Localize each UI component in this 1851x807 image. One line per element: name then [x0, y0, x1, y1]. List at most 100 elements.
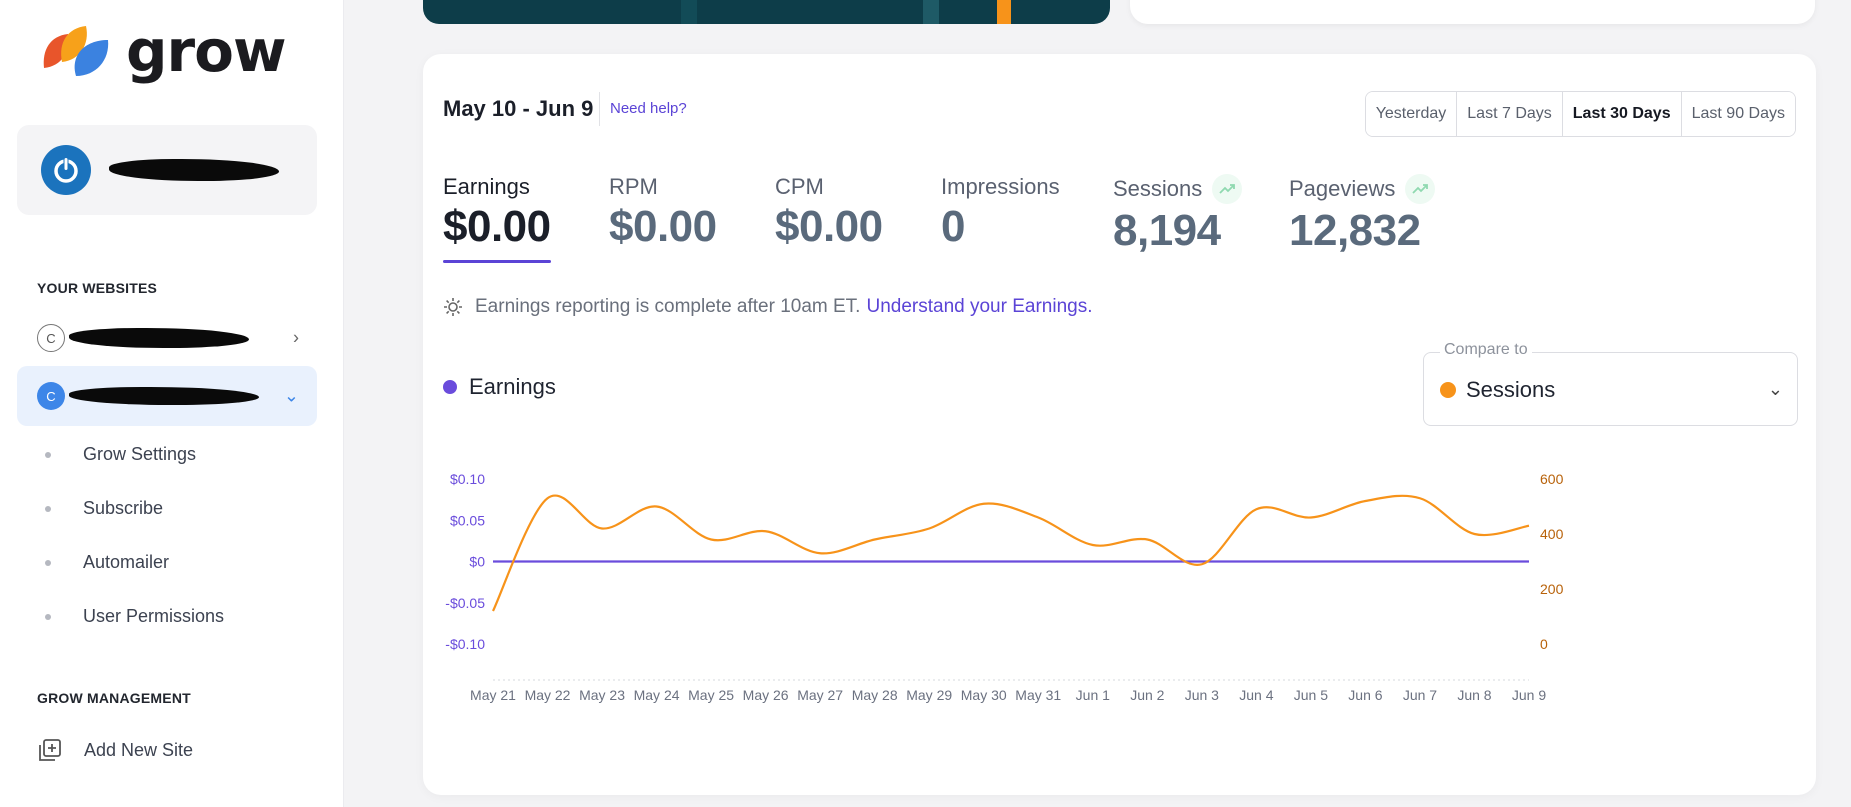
x-axis-tick: Jun 2	[1130, 687, 1164, 703]
x-axis-tick: Jun 7	[1403, 687, 1437, 703]
metric-value: 0	[941, 202, 965, 251]
top-card	[1130, 0, 1815, 24]
compare-to-select[interactable]: Compare to Sessions ⌄	[1423, 341, 1798, 426]
sessions-swatch	[1440, 382, 1456, 398]
account-switcher[interactable]	[17, 125, 317, 215]
bullet-icon	[45, 613, 51, 620]
grow-leaf-icon	[43, 26, 109, 76]
grow-logo[interactable]: grow	[40, 17, 287, 85]
x-axis-tick: May 24	[634, 687, 680, 703]
x-axis-tick: Jun 9	[1512, 687, 1546, 703]
left-axis-tick: -$0.10	[445, 636, 485, 652]
metric-value: $0.00	[609, 202, 717, 251]
metric-label: Impressions	[941, 174, 1060, 199]
right-axis-tick: 600	[1540, 474, 1564, 487]
x-axis-tick: May 22	[525, 687, 571, 703]
legend-label: Earnings	[469, 374, 556, 399]
x-axis-tick: Jun 3	[1185, 687, 1219, 703]
x-axis-tick: May 29	[906, 687, 952, 703]
site-name-redacted	[69, 387, 259, 405]
your-websites-heading: YOUR WEBSITES	[37, 280, 158, 296]
metric-value: $0.00	[775, 202, 883, 251]
right-axis-tick: 400	[1540, 526, 1564, 542]
account-name-redacted	[109, 159, 279, 181]
understand-earnings-link[interactable]: Understand your Earnings.	[866, 296, 1093, 317]
x-axis-tick: May 25	[688, 687, 734, 703]
sidebar-item-subscribe[interactable]: Subscribe	[45, 498, 163, 519]
earnings-note: Earnings reporting is complete after 10a…	[443, 296, 1092, 318]
bullet-icon	[45, 505, 51, 512]
right-axis-tick: 200	[1540, 581, 1564, 597]
metric-label-row: Sessions	[1113, 174, 1243, 204]
brand-name: grow	[126, 17, 287, 85]
sidebar-item-grow-settings[interactable]: Grow Settings	[45, 444, 196, 465]
trending-up-icon	[1405, 174, 1436, 204]
range-last-30-days-button[interactable]: Last 30 Days	[1562, 92, 1682, 136]
metric-value: 8,194	[1113, 206, 1221, 255]
chevron-down-icon: ⌄	[283, 385, 299, 406]
chevron-right-icon: ›	[293, 327, 299, 348]
metric-label-row: Pageviews	[1289, 174, 1436, 204]
sidebar-item-label: User Permissions	[83, 606, 225, 626]
date-range-selector: Yesterday Last 7 Days Last 30 Days Last …	[1364, 91, 1796, 137]
bullet-icon	[45, 451, 51, 458]
x-axis-tick: May 23	[579, 687, 625, 703]
left-axis-tick: $0.10	[450, 474, 485, 487]
metric-sessions[interactable]: Sessions 8,194	[1113, 174, 1243, 256]
sidebar-item-automailer[interactable]: Automailer	[45, 552, 169, 573]
left-axis-tick: $0	[469, 554, 485, 570]
metric-rpm[interactable]: RPM $0.00	[609, 174, 717, 252]
metric-value: $0.00	[443, 202, 551, 251]
left-axis-tick: $0.05	[450, 512, 485, 528]
earnings-sessions-chart: $0.10 $0.05 $0 -$0.05 -$0.10 600 400 200 0 May 21…	[445, 474, 1564, 703]
sidebar-item-label: Grow Settings	[83, 444, 197, 464]
x-axis-tick: May 30	[961, 687, 1007, 703]
compare-to-label: Compare to	[1440, 341, 1532, 359]
trending-up-icon	[1212, 174, 1243, 204]
x-axis-tick: May 31	[1015, 687, 1061, 703]
legend-swatch	[443, 380, 457, 394]
compare-value-label: Sessions	[1466, 377, 1556, 402]
x-axis-tick: Jun 6	[1348, 687, 1382, 703]
metric-label: CPM	[775, 174, 824, 199]
bullet-icon	[45, 559, 51, 566]
metric-impressions[interactable]: Impressions 0	[941, 174, 1060, 252]
metric-value: 12,832	[1289, 206, 1421, 255]
sidebar: grow YOUR WEBSITES C › C ⌄ Grow Settings…	[0, 0, 344, 807]
metric-cpm[interactable]: CPM $0.00	[775, 174, 883, 252]
grow-management-heading: GROW MANAGEMENT	[37, 690, 191, 706]
chevron-down-icon: ⌄	[1767, 379, 1783, 399]
need-help-link[interactable]: Need help?	[610, 100, 687, 117]
add-new-site-label: Add New Site	[84, 739, 194, 760]
metric-earnings[interactable]: Earnings $0.00	[443, 174, 551, 263]
promo-banner[interactable]	[423, 0, 1110, 24]
selected-metric-underline	[443, 260, 551, 263]
add-new-site-link[interactable]: Add New Site	[38, 738, 193, 762]
compare-selected: Sessions	[1440, 377, 1555, 403]
metric-label: RPM	[609, 174, 658, 199]
site-badge: C	[37, 382, 65, 410]
sun-icon	[444, 298, 462, 316]
range-last-7-days-button[interactable]: Last 7 Days	[1457, 92, 1563, 136]
site-row-2[interactable]: C ⌄	[17, 366, 317, 426]
add-site-icon	[39, 739, 61, 761]
site-badge: C	[37, 324, 65, 352]
metric-label: Sessions	[1113, 176, 1203, 201]
range-yesterday-button[interactable]: Yesterday	[1365, 92, 1458, 136]
right-axis-tick: 0	[1540, 636, 1548, 652]
range-last-90-days-button[interactable]: Last 90 Days	[1681, 92, 1795, 136]
metric-pageviews[interactable]: Pageviews 12,832	[1289, 174, 1436, 256]
date-range-title: May 10 - Jun 9	[443, 96, 594, 121]
x-axis-tick: Jun 8	[1457, 687, 1491, 703]
x-axis-tick: May 26	[743, 687, 789, 703]
site-name-redacted	[69, 328, 249, 348]
power-icon	[41, 145, 91, 195]
note-text: Earnings reporting is complete after 10a…	[475, 296, 861, 317]
series-line-sessions	[492, 494, 1530, 612]
left-axis-tick: -$0.05	[445, 595, 485, 611]
sidebar-item-user-permissions[interactable]: User Permissions	[45, 606, 224, 627]
x-axis-tick: Jun 4	[1239, 687, 1273, 703]
sidebar-item-label: Automailer	[83, 552, 170, 572]
earnings-panel: May 10 - Jun 9 Need help? Yesterday Last…	[423, 54, 1816, 795]
site-row-1[interactable]: C ›	[17, 308, 317, 368]
